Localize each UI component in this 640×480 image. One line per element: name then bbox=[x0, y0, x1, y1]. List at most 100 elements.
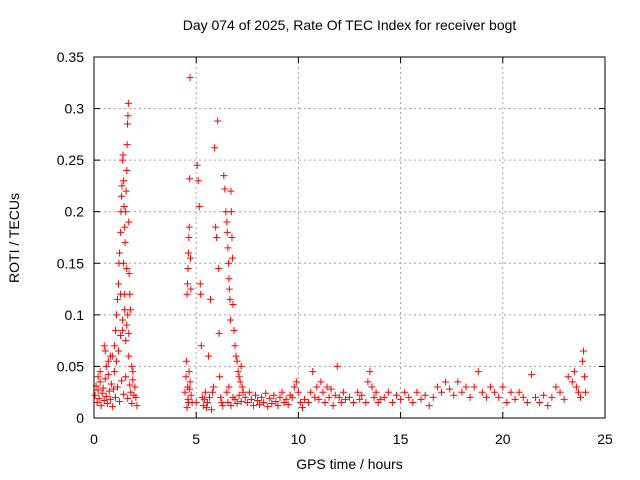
data-point bbox=[118, 192, 126, 200]
data-point bbox=[495, 393, 503, 401]
data-point bbox=[186, 175, 194, 183]
data-point bbox=[272, 397, 280, 405]
data-point bbox=[298, 404, 306, 412]
data-point bbox=[527, 371, 535, 379]
x-tick-labels: 0 5 10 15 20 25 bbox=[90, 431, 613, 447]
data-point bbox=[94, 386, 102, 394]
data-point bbox=[499, 383, 507, 391]
data-point bbox=[362, 399, 370, 407]
data-point bbox=[232, 352, 240, 360]
data-point bbox=[284, 401, 292, 409]
data-point bbox=[292, 378, 300, 386]
data-point bbox=[197, 342, 205, 350]
data-point bbox=[125, 329, 133, 337]
data-point bbox=[120, 203, 128, 211]
data-point bbox=[227, 187, 235, 195]
data-point bbox=[124, 112, 132, 120]
data-point bbox=[186, 254, 194, 262]
data-point bbox=[327, 385, 335, 393]
x-axis-label: GPS time / hours bbox=[296, 456, 403, 472]
data-point bbox=[117, 331, 125, 339]
data-point bbox=[450, 391, 458, 399]
data-point bbox=[341, 395, 349, 403]
data-point bbox=[458, 388, 466, 396]
data-point bbox=[103, 400, 111, 408]
data-point bbox=[417, 395, 425, 403]
data-point bbox=[446, 385, 454, 393]
data-point bbox=[372, 388, 380, 396]
data-point bbox=[203, 399, 211, 407]
data-point bbox=[580, 347, 588, 355]
data-point bbox=[413, 388, 421, 396]
data-point bbox=[227, 402, 235, 410]
data-point bbox=[226, 295, 234, 303]
data-point bbox=[96, 368, 104, 376]
data-point bbox=[117, 290, 125, 298]
data-point bbox=[128, 362, 136, 370]
data-point bbox=[576, 393, 584, 401]
data-point bbox=[110, 368, 118, 376]
data-point bbox=[123, 166, 131, 174]
data-point bbox=[223, 388, 231, 396]
data-point bbox=[442, 378, 450, 386]
grid-lines bbox=[94, 57, 605, 418]
data-point bbox=[397, 395, 405, 403]
data-point bbox=[329, 402, 337, 410]
data-point bbox=[99, 384, 107, 392]
data-point bbox=[122, 337, 130, 345]
data-point bbox=[307, 388, 315, 396]
data-point bbox=[223, 228, 231, 236]
data-point bbox=[100, 342, 108, 350]
data-point bbox=[227, 316, 235, 324]
data-point bbox=[112, 357, 120, 365]
data-point bbox=[214, 117, 222, 125]
data-point bbox=[96, 378, 104, 386]
data-point bbox=[223, 218, 231, 226]
data-point bbox=[194, 177, 202, 185]
data-point bbox=[107, 380, 115, 388]
data-point bbox=[220, 172, 228, 180]
data-point bbox=[237, 362, 245, 370]
data-point bbox=[91, 391, 99, 399]
data-point bbox=[104, 357, 112, 365]
data-point bbox=[230, 326, 238, 334]
data-point bbox=[317, 378, 325, 386]
data-point bbox=[97, 402, 105, 410]
data-point bbox=[119, 151, 127, 159]
data-point bbox=[258, 393, 266, 401]
data-point bbox=[124, 394, 132, 402]
y-tick-label: 0.05 bbox=[57, 358, 84, 374]
data-point bbox=[233, 400, 241, 408]
y-axis-label: ROTI / TECUs bbox=[6, 193, 22, 283]
data-point bbox=[106, 352, 114, 360]
data-point bbox=[311, 393, 319, 401]
data-point bbox=[187, 285, 195, 293]
data-point bbox=[380, 393, 388, 401]
data-point bbox=[181, 388, 189, 396]
data-point bbox=[254, 396, 262, 404]
data-point bbox=[574, 388, 582, 396]
data-point bbox=[276, 393, 284, 401]
data-point bbox=[121, 239, 129, 247]
data-point bbox=[121, 306, 129, 314]
data-point bbox=[209, 388, 217, 396]
data-point bbox=[572, 383, 580, 391]
data-point bbox=[201, 388, 209, 396]
data-point bbox=[133, 402, 141, 410]
data-point bbox=[243, 399, 251, 407]
data-point bbox=[368, 383, 376, 391]
data-point bbox=[128, 400, 136, 408]
data-point bbox=[333, 362, 341, 370]
chart-title: Day 074 of 2025, Rate Of TEC Index for r… bbox=[182, 17, 517, 33]
data-point bbox=[115, 347, 123, 355]
data-point bbox=[116, 397, 124, 405]
data-point bbox=[100, 396, 108, 404]
data-point bbox=[112, 311, 120, 319]
data-point bbox=[245, 388, 253, 396]
data-point bbox=[354, 388, 362, 396]
data-point bbox=[249, 402, 257, 410]
data-point bbox=[582, 388, 590, 396]
data-point bbox=[548, 393, 556, 401]
y-tick-label: 0.35 bbox=[57, 49, 84, 65]
